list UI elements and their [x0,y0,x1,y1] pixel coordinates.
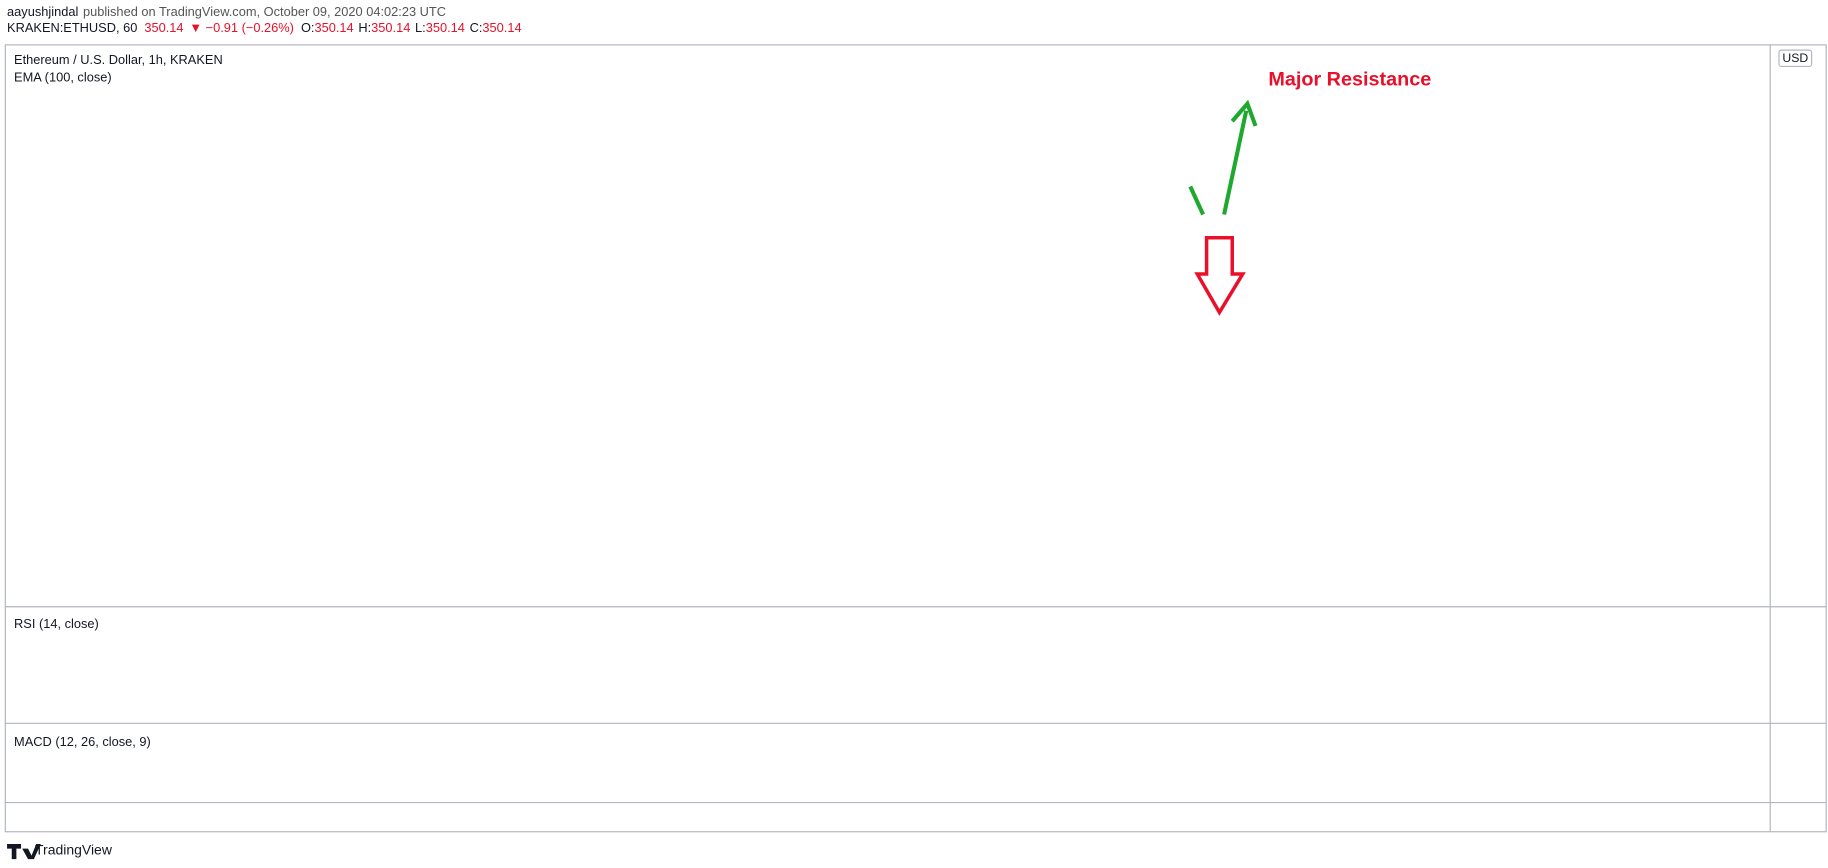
currency: USD [1782,51,1808,65]
symbol: KRAKEN:ETHUSD, 60 [7,21,137,36]
close: 350.14 [482,21,521,36]
symbol-line: KRAKEN:ETHUSD, 60 350.14 ▼ −0.91 (−0.26%) O… [7,21,522,36]
change: ▼ −0.91 (−0.26%) [189,21,294,36]
axes: USD [4,44,1826,832]
open: 350.14 [314,21,353,36]
green-arrow-small [1188,185,1205,216]
last: 350.14 [144,21,183,36]
publish-line: aayushjindal published on TradingView.com… [7,4,446,19]
published: published on TradingView.com, October 09… [83,4,446,19]
header: aayushjindal published on TradingView.com… [7,4,522,35]
green-arrow-head [1230,99,1258,127]
author: aayushjindal [7,4,78,19]
high-label: H: [358,21,371,36]
rsi-legend: RSI (14, close) [14,616,99,631]
logo [7,843,41,860]
footer: TradingView [7,842,113,860]
open-label: O: [301,21,315,36]
overlay: Ethereum / U.S. Dollar, 1h, KRAKEN EMA (… [14,52,1431,749]
annotation: Major Resistance [1268,69,1431,91]
macd-legend: MACD (12, 26, close, 9) [14,734,151,749]
ema-legend: EMA (100, close) [14,69,112,84]
low: 350.14 [426,21,465,36]
close-label: C: [470,21,483,36]
price-legend: Ethereum / U.S. Dollar, 1h, KRAKEN [14,52,223,67]
brand: TradingView [35,842,113,858]
high: 350.14 [371,21,410,36]
green-arrow-shaft [1222,110,1249,215]
currency-box [1778,49,1813,68]
red-arrow [1194,236,1246,316]
low-label: L: [415,21,426,36]
chart-frame [4,44,1827,833]
